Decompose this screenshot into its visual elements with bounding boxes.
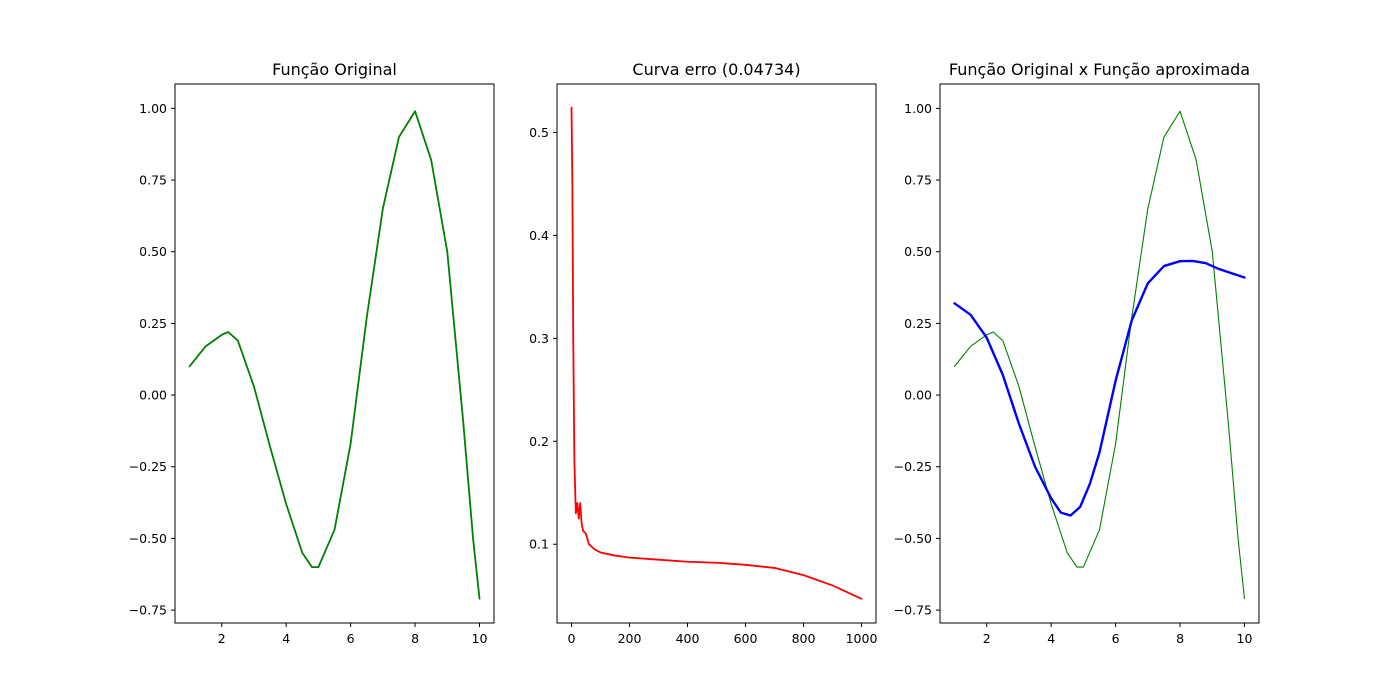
y-tick-label: 0.50 — [139, 244, 167, 259]
axes-frame — [939, 83, 1260, 624]
x-tick-label: 1000 — [846, 631, 878, 646]
x-tick-label: 8 — [411, 631, 419, 646]
y-tick-label: 0.00 — [904, 388, 932, 403]
subplot-1: 2 4 6 8 10 −0.75 −0.50 −0.25 0.00 0.25 0.50 0.75 1.0… — [129, 60, 495, 646]
y-tick-label: 0.25 — [139, 316, 167, 331]
x-tick-label: 6 — [347, 631, 355, 646]
axes-frame — [174, 83, 495, 624]
x-tick-label: 200 — [618, 631, 642, 646]
x-tick-label: 0 — [568, 631, 576, 646]
x-tick-label: 4 — [282, 631, 290, 646]
y-tick-label: 0.4 — [529, 228, 549, 243]
y-tick-label: 0.25 — [904, 316, 932, 331]
series-line-3-2 — [953, 259, 1246, 517]
y-tick-label: −0.25 — [129, 459, 167, 474]
y-tick-label: 0.2 — [529, 434, 549, 449]
y-tick-label: 0.5 — [529, 125, 549, 140]
series-line-3-1 — [953, 110, 1246, 600]
y-tick-label: 0.1 — [529, 537, 549, 552]
x-tick-label: 2 — [983, 631, 991, 646]
x-tick-label: 800 — [792, 631, 816, 646]
x-tick-label: 2 — [218, 631, 226, 646]
x-tick-label: 8 — [1176, 631, 1184, 646]
y-tick-label: −0.75 — [129, 603, 167, 618]
x-tick-label: 10 — [1237, 631, 1253, 646]
series-line-2-1 — [570, 106, 863, 600]
x-tick-label: 4 — [1047, 631, 1055, 646]
y-tick-label: 0.3 — [529, 331, 549, 346]
y-tick-label: −0.50 — [129, 531, 167, 546]
x-tick-label: 10 — [472, 631, 488, 646]
y-tick-label: −0.25 — [894, 459, 932, 474]
subplot-2: 0 200 400 600 800 1000 0.1 0.2 0.3 0.4 0.5 Curva er… — [529, 60, 877, 646]
axes-frame — [556, 83, 877, 624]
y-tick-label: 1.00 — [904, 101, 932, 116]
chart-title: Função Original x Função aproximada — [949, 60, 1250, 79]
subplot-3: 2 4 6 8 10 −0.75 −0.50 −0.25 0.00 0.25 0.50 0.75 1.0… — [894, 60, 1260, 646]
chart-title: Curva erro (0.04734) — [632, 60, 800, 79]
y-tick-label: 0.50 — [904, 244, 932, 259]
series-line-1-1 — [188, 110, 481, 600]
x-tick-label: 600 — [734, 631, 758, 646]
x-tick-label: 400 — [676, 631, 700, 646]
x-tick-label: 6 — [1112, 631, 1120, 646]
y-tick-label: 0.75 — [139, 173, 167, 188]
y-tick-label: 0.00 — [139, 388, 167, 403]
y-tick-label: 0.75 — [904, 173, 932, 188]
chart-title: Função Original — [272, 60, 397, 79]
y-tick-label: −0.50 — [894, 531, 932, 546]
y-tick-label: −0.75 — [894, 603, 932, 618]
y-tick-label: 1.00 — [139, 101, 167, 116]
